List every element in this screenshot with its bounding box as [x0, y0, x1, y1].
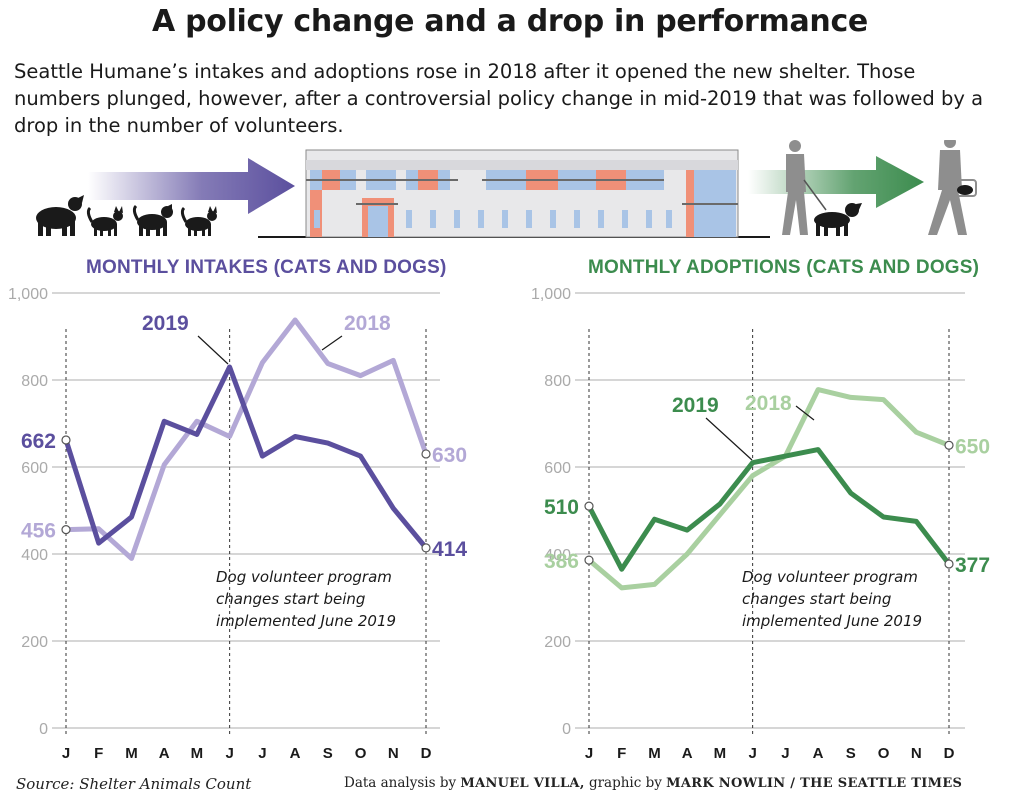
intakes-x-tick-label: J	[258, 745, 266, 762]
credit-line: Data analysis by MANUEL VILLA, graphic b…	[344, 775, 962, 791]
intakes-x-tick-label: M	[125, 745, 138, 762]
dog-icon	[132, 204, 173, 236]
intakes-endpoint-marker	[421, 543, 431, 553]
intakes-endpoint-marker	[61, 525, 71, 535]
adoptions-endpoint-marker	[584, 555, 594, 565]
intakes-x-tick-label: O	[355, 745, 367, 762]
intakes-start-label-2018: 456	[21, 520, 56, 543]
intakes-x-tick-label: F	[94, 745, 103, 762]
intakes-end-label-2019: 414	[432, 538, 467, 561]
person-walking-dog-icon	[782, 140, 827, 235]
intakes-x-tick-label: A	[290, 745, 301, 762]
credit-prefix: Data analysis by	[344, 775, 457, 791]
intakes-annotation-line: implemented June 2019	[216, 612, 396, 630]
intakes-series-2019-line	[63, 364, 428, 550]
intakes-y-tick-label: 600	[21, 460, 48, 477]
adoptions-end-label-2018: 650	[955, 435, 990, 458]
intakes-y-tick-label: 0	[39, 721, 48, 738]
adoptions-x-tick-label: A	[813, 745, 824, 762]
intakes-y-tick-label: 400	[21, 547, 48, 564]
adoptions-x-tick-label: A	[682, 745, 693, 762]
analyst-name: MANUEL VILLA,	[460, 776, 585, 791]
page-title: A policy change and a drop in performanc…	[152, 4, 868, 39]
intakes-leader-line-2019	[197, 335, 229, 365]
adoptions-x-tick-label: S	[846, 745, 856, 762]
adoptions-y-tick-label: 800	[544, 373, 571, 390]
intakes-x-tick-label: A	[159, 745, 170, 762]
intakes-x-tick-label: N	[388, 745, 399, 762]
intake-arrow-icon	[88, 158, 295, 214]
adoptions-x-tick-label: J	[585, 745, 593, 762]
person-carrying-cat-icon	[928, 140, 977, 235]
intakes-endpoint-marker	[61, 435, 71, 445]
intakes-annotation-line: Dog volunteer program	[216, 568, 392, 586]
adoptions-x-tick-label: N	[911, 745, 922, 762]
intakes-start-label-2019: 662	[21, 430, 56, 453]
adoptions-series-label-2018: 2018	[745, 392, 792, 415]
adoptions-series-2018-line	[587, 387, 950, 591]
adoptions-start-label-2019: 510	[544, 496, 579, 519]
intakes-chart-title: MONTHLY INTAKES (CATS AND DOGS)	[86, 257, 447, 278]
adoptions-endpoint-marker	[944, 559, 954, 569]
adoptions-y-tick-label: 1,000	[531, 286, 571, 303]
intakes-x-tick-label: J	[225, 745, 233, 762]
adoptions-leader-line-2018	[795, 405, 815, 421]
adoptions-series-label-2019: 2019	[672, 394, 719, 417]
source-note: Source: Shelter Animals Count	[16, 775, 252, 793]
intakes-leader-line-2018	[321, 335, 343, 351]
adoptions-y-tick-label: 200	[544, 634, 571, 651]
intakes-x-tick-label: D	[421, 745, 432, 762]
adoptions-leader-line-2019	[705, 417, 753, 461]
intakes-endpoint-marker	[421, 449, 431, 459]
adoptions-x-tick-label: D	[944, 745, 955, 762]
intakes-series-label-2019: 2019	[142, 312, 189, 335]
adoptions-y-tick-label: 600	[544, 460, 571, 477]
adoptions-annotation-line: Dog volunteer program	[742, 568, 918, 586]
cat-icon	[86, 206, 123, 236]
intakes-y-tick-label: 200	[21, 634, 48, 651]
adoptions-start-label-2018: 386	[544, 550, 579, 573]
shelter-illustration	[36, 140, 977, 238]
intakes-y-tick-label: 1,000	[8, 286, 48, 303]
intakes-series-2018-line	[65, 317, 429, 561]
intakes-x-tick-label: J	[62, 745, 70, 762]
adoptions-endpoint-marker	[584, 501, 594, 511]
intakes-annotation-line: changes start being	[216, 590, 365, 608]
shelter-building-icon	[305, 149, 739, 238]
cat-icon	[180, 206, 217, 236]
dog-icon	[36, 195, 84, 236]
intakes-series-label-2018: 2018	[344, 312, 391, 335]
adoptions-end-label-2019: 377	[955, 554, 990, 577]
adoptions-annotation-line: changes start being	[742, 590, 891, 608]
adoptions-x-tick-label: M	[714, 745, 727, 762]
intakes-y-tick-label: 800	[21, 373, 48, 390]
artist-name: MARK NOWLIN / THE SEATTLE TIMES	[666, 776, 963, 791]
adoptions-endpoint-marker	[944, 440, 954, 450]
adoptions-series-2019-line	[586, 447, 951, 572]
adoption-arrow-icon	[748, 156, 924, 208]
credit-mid: graphic by	[588, 775, 662, 791]
adoptions-annotation-line: implemented June 2019	[742, 612, 922, 630]
intakes-end-label-2018: 630	[432, 444, 467, 467]
adoptions-chart-title: MONTHLY ADOPTIONS (CATS AND DOGS)	[588, 257, 980, 278]
intakes-x-tick-label: S	[323, 745, 333, 762]
adoptions-x-tick-label: M	[648, 745, 661, 762]
page-subtitle: Seattle Humane’s intakes and adoptions r…	[14, 60, 984, 137]
adoptions-x-tick-label: O	[878, 745, 890, 762]
adoptions-x-tick-label: F	[617, 745, 626, 762]
adoptions-y-tick-label: 0	[562, 721, 571, 738]
intakes-x-tick-label: M	[191, 745, 204, 762]
adoptions-x-tick-label: J	[781, 745, 789, 762]
dog-icon	[814, 203, 862, 236]
adoptions-x-tick-label: J	[748, 745, 756, 762]
adoptions-y-tick-label: 400	[544, 547, 571, 564]
